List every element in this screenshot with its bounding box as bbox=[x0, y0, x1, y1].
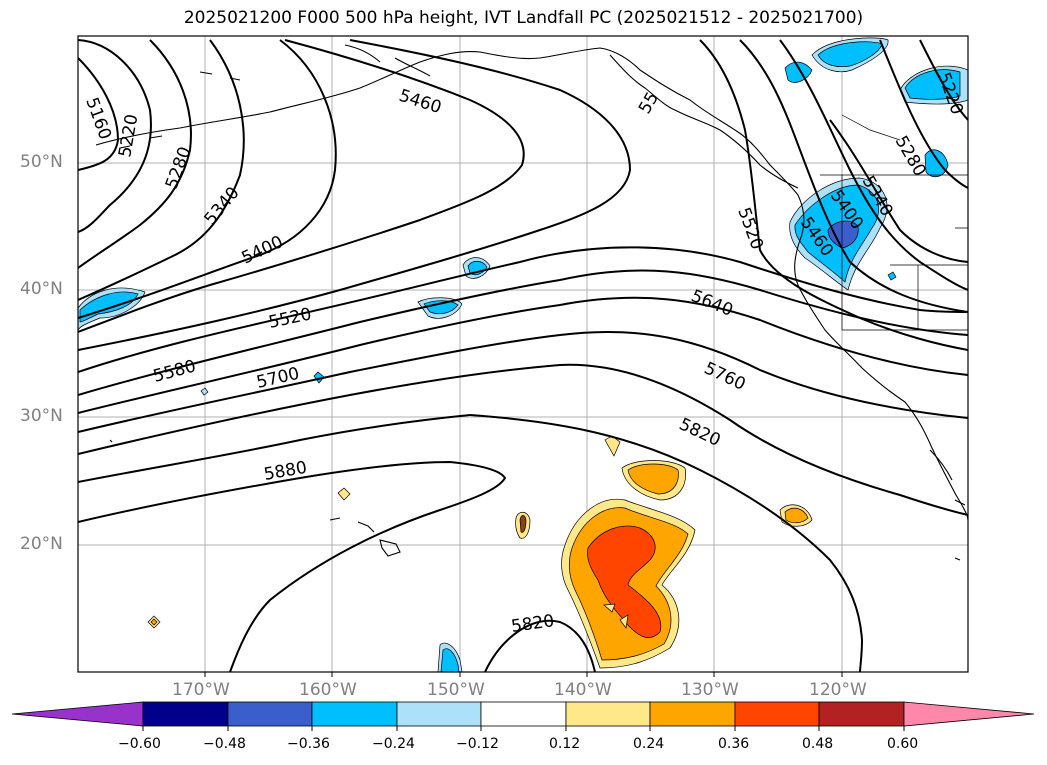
colorbar-tick-label: −0.48 bbox=[203, 736, 246, 752]
colorbar-tick-label: 0.48 bbox=[802, 736, 834, 752]
colorbar-tick-label: −0.60 bbox=[118, 736, 161, 752]
contour-label: 5280 bbox=[162, 144, 196, 191]
contour-label: 5820 bbox=[510, 611, 556, 637]
contour-label: 5520 bbox=[733, 205, 767, 252]
height-contours bbox=[78, 39, 968, 672]
ivt-shading bbox=[78, 37, 968, 672]
contour-label: 5760 bbox=[701, 358, 749, 394]
lon-label-150w: 150°W bbox=[427, 680, 485, 700]
map-frame bbox=[77, 35, 969, 673]
lon-label-130w: 130°W bbox=[681, 680, 739, 700]
contour-label: 5640 bbox=[688, 286, 736, 321]
colorbar bbox=[11, 701, 1035, 731]
lat-label-30n: 30°N bbox=[20, 406, 63, 426]
contour-label: 5340 bbox=[201, 183, 244, 229]
lon-label-170w: 170°W bbox=[172, 680, 230, 700]
colorbar-tick-label: 0.12 bbox=[549, 736, 581, 752]
lat-label-50n: 50°N bbox=[20, 152, 63, 172]
contour-label: 5400 bbox=[239, 232, 287, 268]
colorbar-tick-label: −0.36 bbox=[287, 736, 330, 752]
colorbar-tick-label: 0.60 bbox=[887, 736, 919, 752]
contour-label: 5880 bbox=[262, 458, 308, 485]
contour-label: 5520 bbox=[267, 304, 313, 333]
colorbar-tick-label: 0.24 bbox=[633, 736, 665, 752]
contour-label: 5460 bbox=[396, 86, 443, 118]
lon-label-140w: 140°W bbox=[554, 680, 612, 700]
lat-label-20n: 20°N bbox=[20, 534, 63, 554]
colorbar-tick-label: 0.36 bbox=[718, 736, 750, 752]
graticule bbox=[78, 36, 968, 672]
colorbar-tick-label: −0.12 bbox=[456, 736, 499, 752]
lat-label-40n: 40°N bbox=[20, 279, 63, 299]
colorbar-under bbox=[11, 701, 144, 727]
lon-label-120w: 120°W bbox=[809, 680, 867, 700]
contour-label: 5220 bbox=[115, 113, 142, 159]
coastlines bbox=[95, 44, 968, 561]
contour-label: 5580 bbox=[151, 356, 198, 387]
colorbar-tick-label: −0.24 bbox=[372, 736, 415, 752]
contour-label: 5820 bbox=[676, 414, 724, 450]
contour-label: 5700 bbox=[255, 364, 302, 393]
political-borders bbox=[820, 114, 968, 331]
map-title: 2025021200 F000 500 hPa height, IVT Land… bbox=[183, 8, 864, 28]
colorbar-over bbox=[903, 701, 1035, 727]
contour-label: 55 bbox=[635, 89, 663, 118]
lon-label-160w: 160°W bbox=[299, 680, 357, 700]
